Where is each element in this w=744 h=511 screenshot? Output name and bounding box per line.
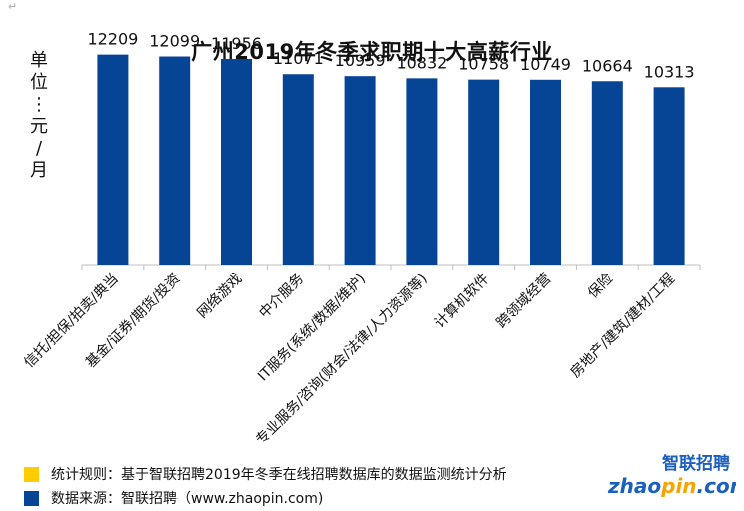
- bar: [653, 87, 685, 266]
- logo-en-post: .com: [697, 474, 736, 497]
- y-axis-label-char: /: [35, 138, 43, 159]
- y-axis-label-char: ⋮: [30, 94, 48, 115]
- y-axis-label: 单位 ⋮ 元 / 月: [28, 50, 50, 182]
- logo-en-pre: zhao: [607, 474, 661, 497]
- data-label: 11071: [273, 49, 324, 68]
- bar: [97, 54, 129, 265]
- note-rule-swatch: [24, 466, 39, 482]
- bar: [530, 79, 561, 265]
- data-label: 10749: [520, 55, 571, 74]
- note-rule: 统计规则：基于智联招聘2019年冬季在线招聘数据库的数据监测统计分析: [24, 462, 507, 486]
- data-label: 10959: [335, 51, 386, 70]
- y-axis-label-char: 单: [30, 50, 48, 71]
- bar: [282, 74, 314, 265]
- data-label: 10313: [644, 62, 695, 81]
- category-label: 保险: [585, 271, 616, 302]
- zhaopin-logo: 智联招聘 zhaopin.com: [607, 453, 736, 497]
- notes: 统计规则：基于智联招聘2019年冬季在线招聘数据库的数据监测统计分析 数据来源：…: [24, 462, 507, 510]
- category-label: 中介服务: [256, 271, 307, 322]
- data-label: 10758: [458, 55, 509, 74]
- category-label: 网络游戏: [194, 271, 245, 322]
- bar: [468, 79, 500, 266]
- note-rule-text: 统计规则：基于智联招聘2019年冬季在线招聘数据库的数据监测统计分析: [51, 467, 507, 483]
- category-label: 跨领域经营: [494, 271, 555, 332]
- bar: [221, 58, 252, 265]
- data-label: 11956: [211, 34, 262, 53]
- bar-chart: 12209信托/担保/拍卖/典当12099基金/证券/期货/投资11956网络游…: [21, 30, 701, 448]
- data-label: 12099: [149, 32, 200, 51]
- bar: [406, 78, 438, 265]
- y-axis-label-char: 元: [30, 116, 48, 137]
- data-label: 12209: [87, 30, 138, 49]
- category-label: 计算机软件: [432, 271, 493, 332]
- svg-text:zhaopin.com: zhaopin.com: [607, 474, 736, 497]
- category-label: IT服务(系统/数据/维护): [255, 271, 369, 385]
- data-label: 10832: [396, 53, 447, 72]
- category-label: 房地产/建筑/建材/工程: [568, 271, 678, 381]
- bar: [159, 56, 191, 266]
- bar: [344, 76, 376, 265]
- note-source: 数据来源：智联招聘（www.zhaopin.com): [24, 486, 507, 510]
- y-axis-label-char: 月: [30, 160, 48, 181]
- data-label: 10664: [582, 56, 633, 75]
- logo-cn: 智联招聘: [662, 453, 730, 474]
- return-mark-icon: ↵: [8, 0, 18, 13]
- note-source-swatch: [24, 490, 39, 506]
- y-axis-label-char: 位: [30, 72, 48, 93]
- note-source-text: 数据来源：智联招聘（www.zhaopin.com): [51, 491, 324, 507]
- logo-en-mid: pin: [660, 474, 696, 497]
- bar: [591, 81, 623, 266]
